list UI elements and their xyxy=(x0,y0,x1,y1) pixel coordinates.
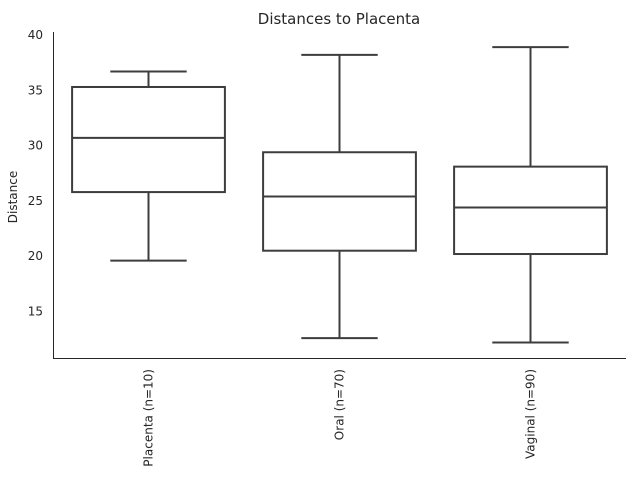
box-0 xyxy=(71,70,226,262)
x-tick-label-1: Oral (n=70) xyxy=(333,369,347,440)
box-group xyxy=(71,46,608,344)
x-tick-labels: Placenta (n=10) Oral (n=70) Vaginal (n=90) xyxy=(142,369,538,467)
box-1 xyxy=(262,53,417,340)
chart-title: Distances to Placenta xyxy=(258,10,420,28)
y-tick-label-15: 15 xyxy=(28,305,43,319)
y-tick-label-20: 20 xyxy=(28,249,43,263)
y-tick-label-35: 35 xyxy=(28,83,43,97)
y-tick-label-30: 30 xyxy=(28,139,43,153)
y-axis-label: Distance xyxy=(6,171,20,223)
x-tick-label-0: Placenta (n=10) xyxy=(142,369,156,467)
y-tick-label-25: 25 xyxy=(28,194,43,208)
iqr-box xyxy=(262,151,417,252)
box-2 xyxy=(453,46,608,344)
x-tick-label-2: Vaginal (n=90) xyxy=(524,369,538,459)
y-tick-label-40: 40 xyxy=(28,28,43,42)
y-tick-labels: 15 20 25 30 35 40 xyxy=(28,28,43,319)
iqr-box xyxy=(453,165,608,256)
iqr-box xyxy=(71,85,226,194)
